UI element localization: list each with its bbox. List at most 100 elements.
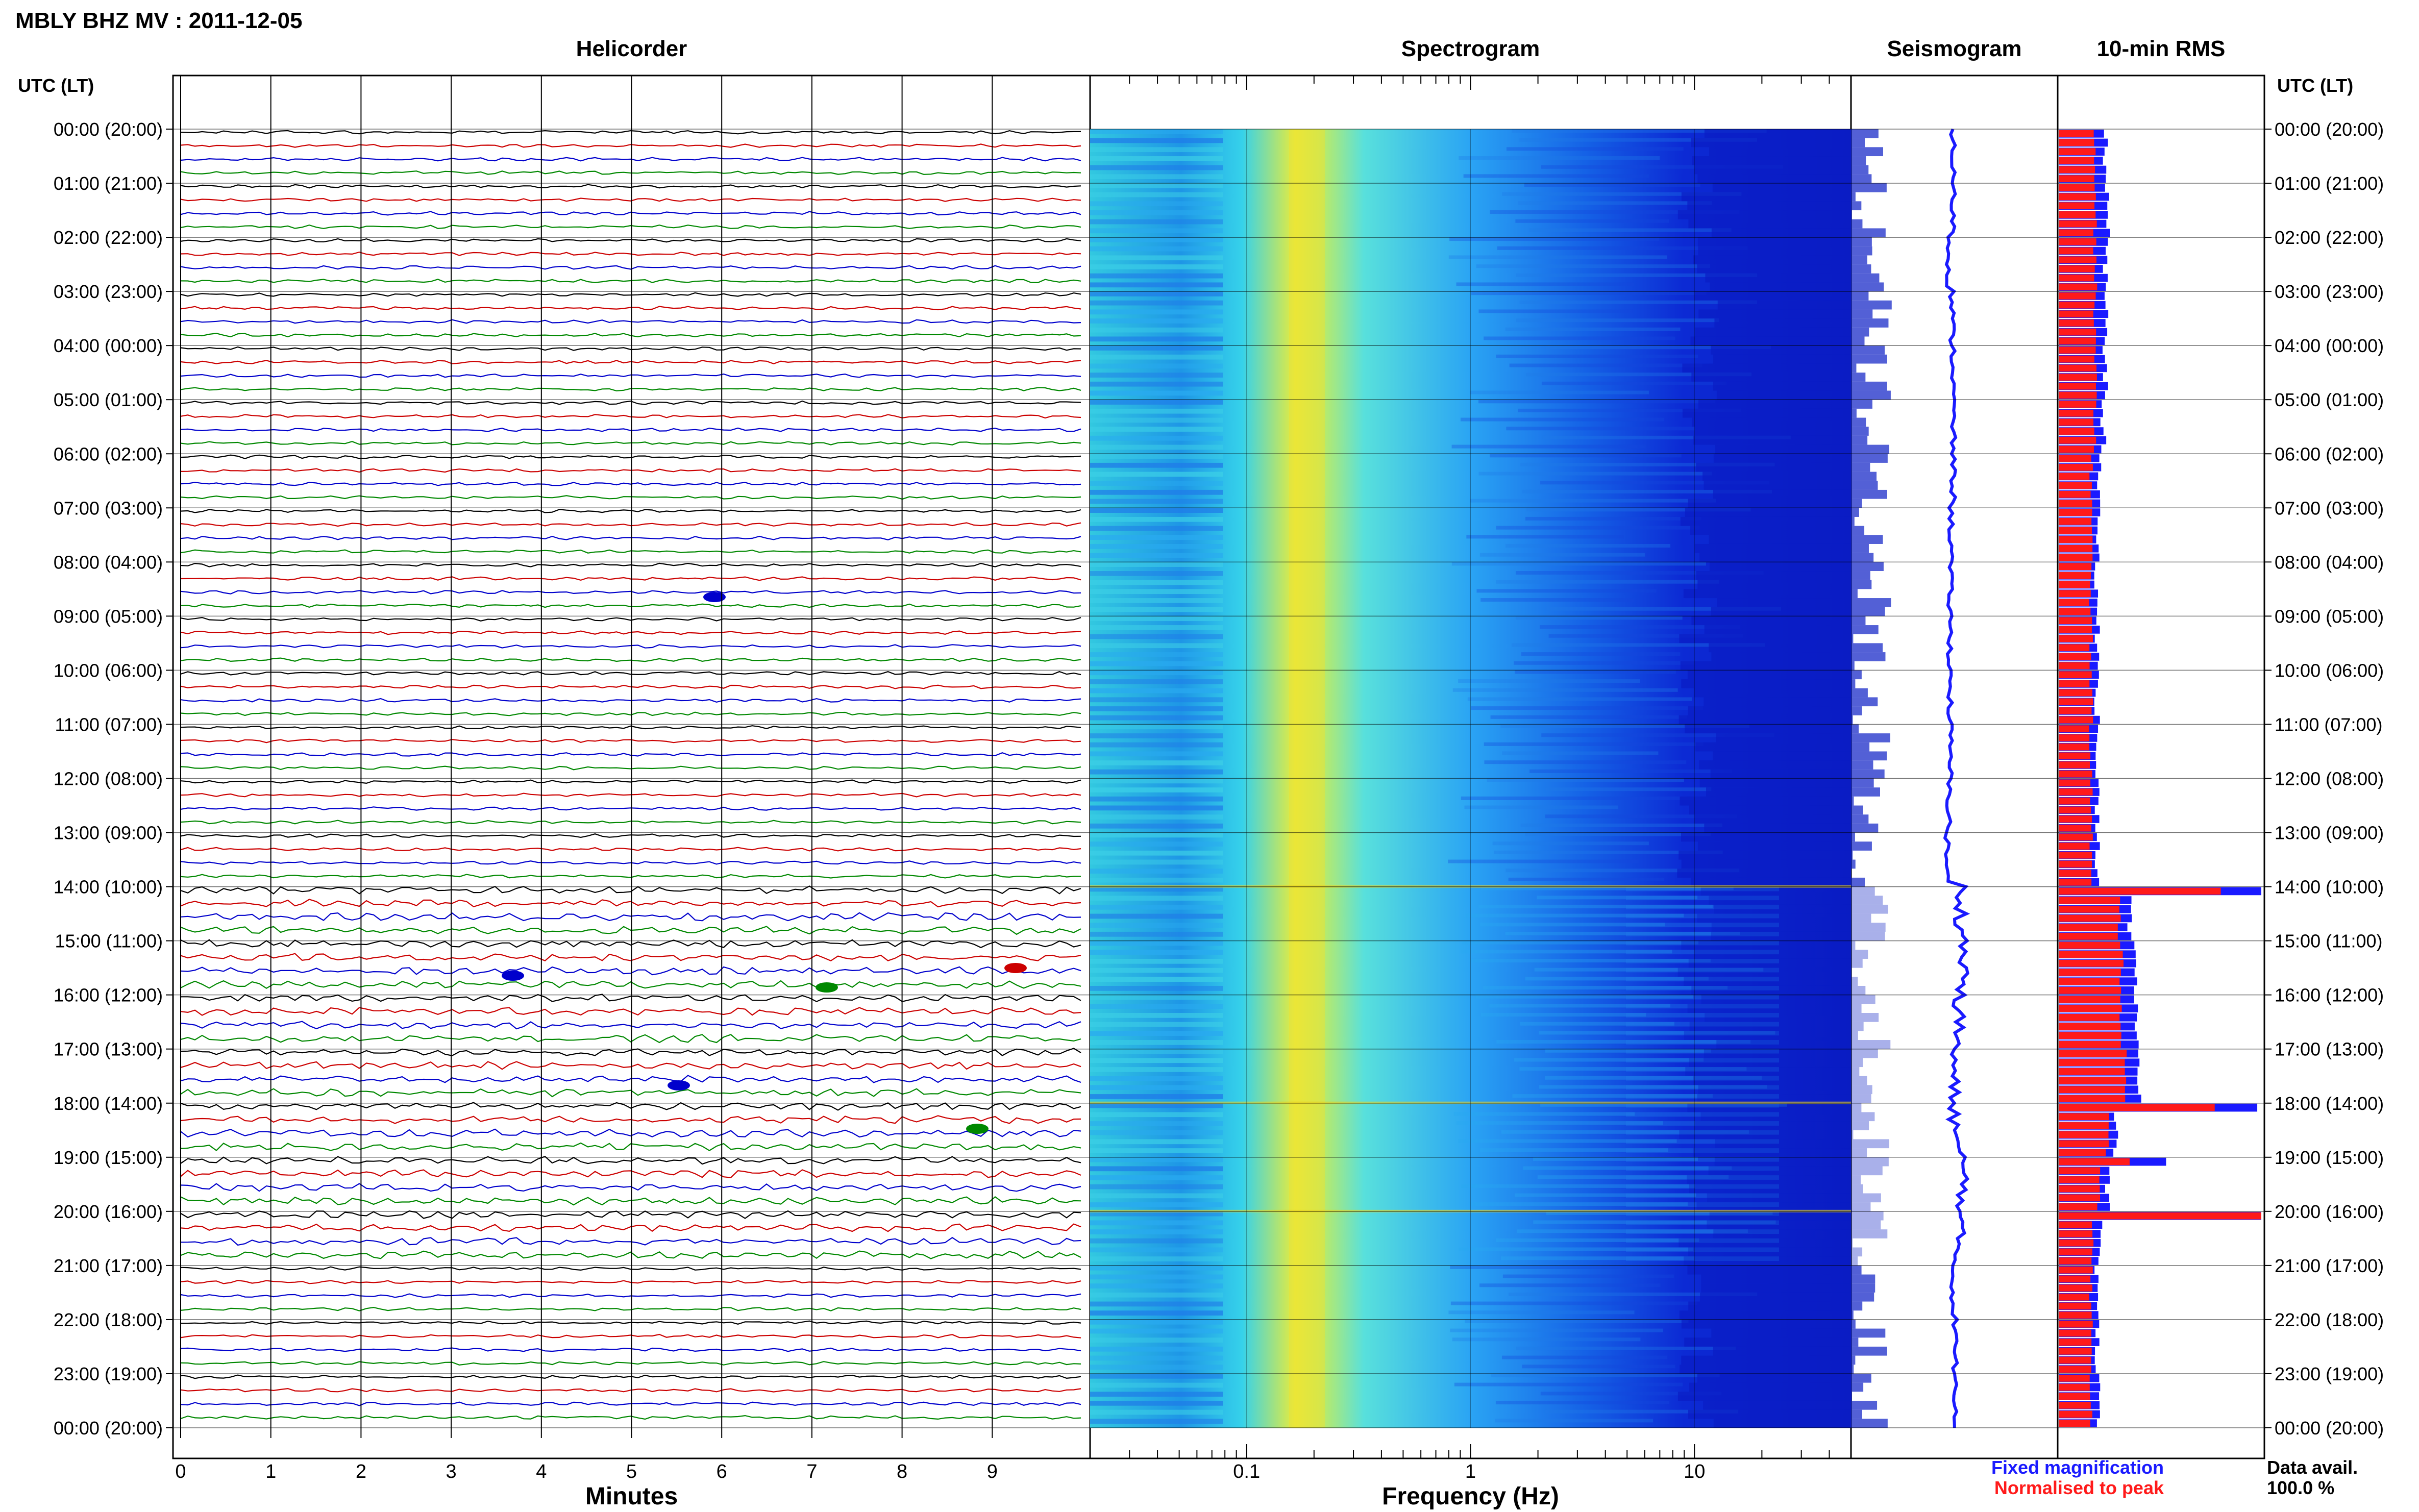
spectrogram-strip xyxy=(1684,1031,1858,1040)
helicorder-trace xyxy=(180,238,1081,243)
spectrogram-strip xyxy=(1626,886,1779,891)
spectrogram-strip xyxy=(1090,985,1223,991)
spectrogram-strip xyxy=(1626,1040,1779,1045)
rms-bar-normalised xyxy=(2059,1203,2097,1210)
spectrogram-strip xyxy=(1090,318,1223,324)
spectrogram-strip xyxy=(1545,787,1712,791)
helicorder-trace xyxy=(180,1266,1081,1271)
spectrogram-strip xyxy=(1090,147,1223,153)
spectrogram-strip xyxy=(1701,995,1875,1004)
rms-bar-normalised xyxy=(2059,1339,2092,1346)
spectrogram-strip xyxy=(1626,995,1779,1000)
helicorder-trace xyxy=(180,130,1081,135)
spectrogram-strip xyxy=(1470,390,1649,394)
spectrogram-strip xyxy=(1496,354,1698,358)
utc-lt-label-left: UTC (LT) xyxy=(18,75,94,96)
helicorder-trace xyxy=(180,899,1081,908)
spectrogram-strip xyxy=(1514,1058,1704,1062)
spectrogram-strip xyxy=(1090,454,1223,459)
helicorder-trace xyxy=(180,1387,1081,1393)
spectrogram-strip xyxy=(1090,1265,1223,1271)
helicorder-event xyxy=(966,1124,989,1134)
helicorder-trace xyxy=(180,1401,1081,1406)
minute-tick-label: 3 xyxy=(446,1461,457,1482)
rms-bar-normalised xyxy=(2059,770,2092,778)
spectrogram-strip xyxy=(1540,1392,1722,1396)
spectrogram-strip xyxy=(1490,715,1687,719)
spectrogram-strip xyxy=(1458,679,1640,683)
spectrogram-strip xyxy=(1710,282,1884,292)
spectrogram-strip xyxy=(1090,968,1223,973)
spectrogram-strip xyxy=(1090,769,1223,775)
spectrogram-strip xyxy=(1090,1166,1223,1172)
rms-bar-normalised xyxy=(2059,1014,2120,1021)
spectrogram-strip xyxy=(1458,1139,1677,1143)
rms-bar-normalised xyxy=(2059,229,2093,237)
freq-tick-label: 0.1 xyxy=(1233,1461,1260,1482)
spectrogram-strip xyxy=(1626,931,1779,936)
rms-bar-normalised xyxy=(2059,1185,2100,1193)
rms-bar-normalised xyxy=(2059,130,2094,137)
helicorder-trace xyxy=(180,711,1081,716)
spectrogram-strip xyxy=(1090,697,1223,703)
spectrogram-strip xyxy=(1090,327,1223,333)
spectrogram-strip xyxy=(1540,481,1770,485)
spectrogram-strip xyxy=(1090,1031,1223,1036)
spectrogram-strip xyxy=(1515,616,1683,620)
spectrogram-strip xyxy=(1685,724,1859,734)
spectrogram-strip xyxy=(1090,580,1223,585)
time-label-left: 00:00 (20:00) xyxy=(54,119,163,140)
spectrogram-strip xyxy=(1514,661,1694,665)
time-label-left: 14:00 (10:00) xyxy=(54,877,163,898)
spectrogram-strip xyxy=(1626,977,1779,982)
spectrogram-strip xyxy=(1090,1328,1223,1334)
spectrogram-strip xyxy=(1711,345,1885,355)
rms-bar-normalised xyxy=(2059,1149,2106,1156)
helicorder-trace xyxy=(180,400,1081,405)
spectrogram-strip xyxy=(1090,958,1223,964)
spectrogram-strip xyxy=(1521,489,1772,494)
rms-bar-normalised xyxy=(2059,1311,2092,1319)
spectrogram-strip xyxy=(1451,444,1646,449)
helicorder-trace xyxy=(180,671,1081,676)
spectrogram-strip xyxy=(1491,1373,1720,1378)
spectrogram-strip xyxy=(1454,1382,1683,1386)
spectrogram-strip xyxy=(1626,1022,1779,1027)
spectrogram-strip xyxy=(1681,1319,1856,1329)
rms-frame xyxy=(2057,75,2265,1459)
rms-bar-normalised xyxy=(2059,220,2097,228)
rms-bar-normalised xyxy=(2059,292,2096,300)
rms-bar-normalised xyxy=(2059,1059,2125,1067)
spectrogram-strip xyxy=(1709,562,1884,572)
spectrogram-strip xyxy=(1490,210,1740,214)
spectrogram-strip xyxy=(1626,1004,1779,1009)
spectrogram-strip xyxy=(1479,1283,1661,1287)
helicorder-trace xyxy=(180,725,1081,730)
spectrogram-strip xyxy=(1090,1373,1223,1379)
rms-bar-normalised xyxy=(2059,473,2090,480)
time-label-left: 19:00 (15:00) xyxy=(54,1147,163,1168)
spectrogram-strip xyxy=(1545,1049,1711,1053)
rms-bar-normalised xyxy=(2059,1176,2100,1183)
spectrogram-strip xyxy=(1693,688,1868,698)
spectrogram-strip xyxy=(1500,724,1749,728)
helicorder-trace xyxy=(180,211,1081,216)
spectrogram-strip xyxy=(1090,345,1223,351)
rms-bar-normalised xyxy=(2059,337,2096,345)
spectrogram-strip xyxy=(1711,931,1885,941)
rms-bar-normalised xyxy=(2059,563,2092,571)
helicorder-trace xyxy=(180,698,1081,703)
spectrogram-strip xyxy=(1090,1337,1223,1343)
spectrogram-strip xyxy=(1697,237,1872,246)
spectrogram-strip xyxy=(1704,1049,1878,1058)
spectrogram-strip xyxy=(1090,1175,1223,1180)
spectrogram-strip xyxy=(1520,823,1722,827)
spectrogram-strip xyxy=(1626,1256,1779,1261)
helicorder-trace xyxy=(180,224,1081,229)
spectrogram-strip xyxy=(1090,1184,1223,1189)
time-label-right: 06:00 (02:00) xyxy=(2275,443,2384,464)
spectrogram-strip xyxy=(1090,706,1223,711)
rms-bar-normalised xyxy=(2059,157,2094,164)
spectrogram-strip xyxy=(1090,814,1223,820)
spectrogram-strip xyxy=(1523,1166,1732,1170)
